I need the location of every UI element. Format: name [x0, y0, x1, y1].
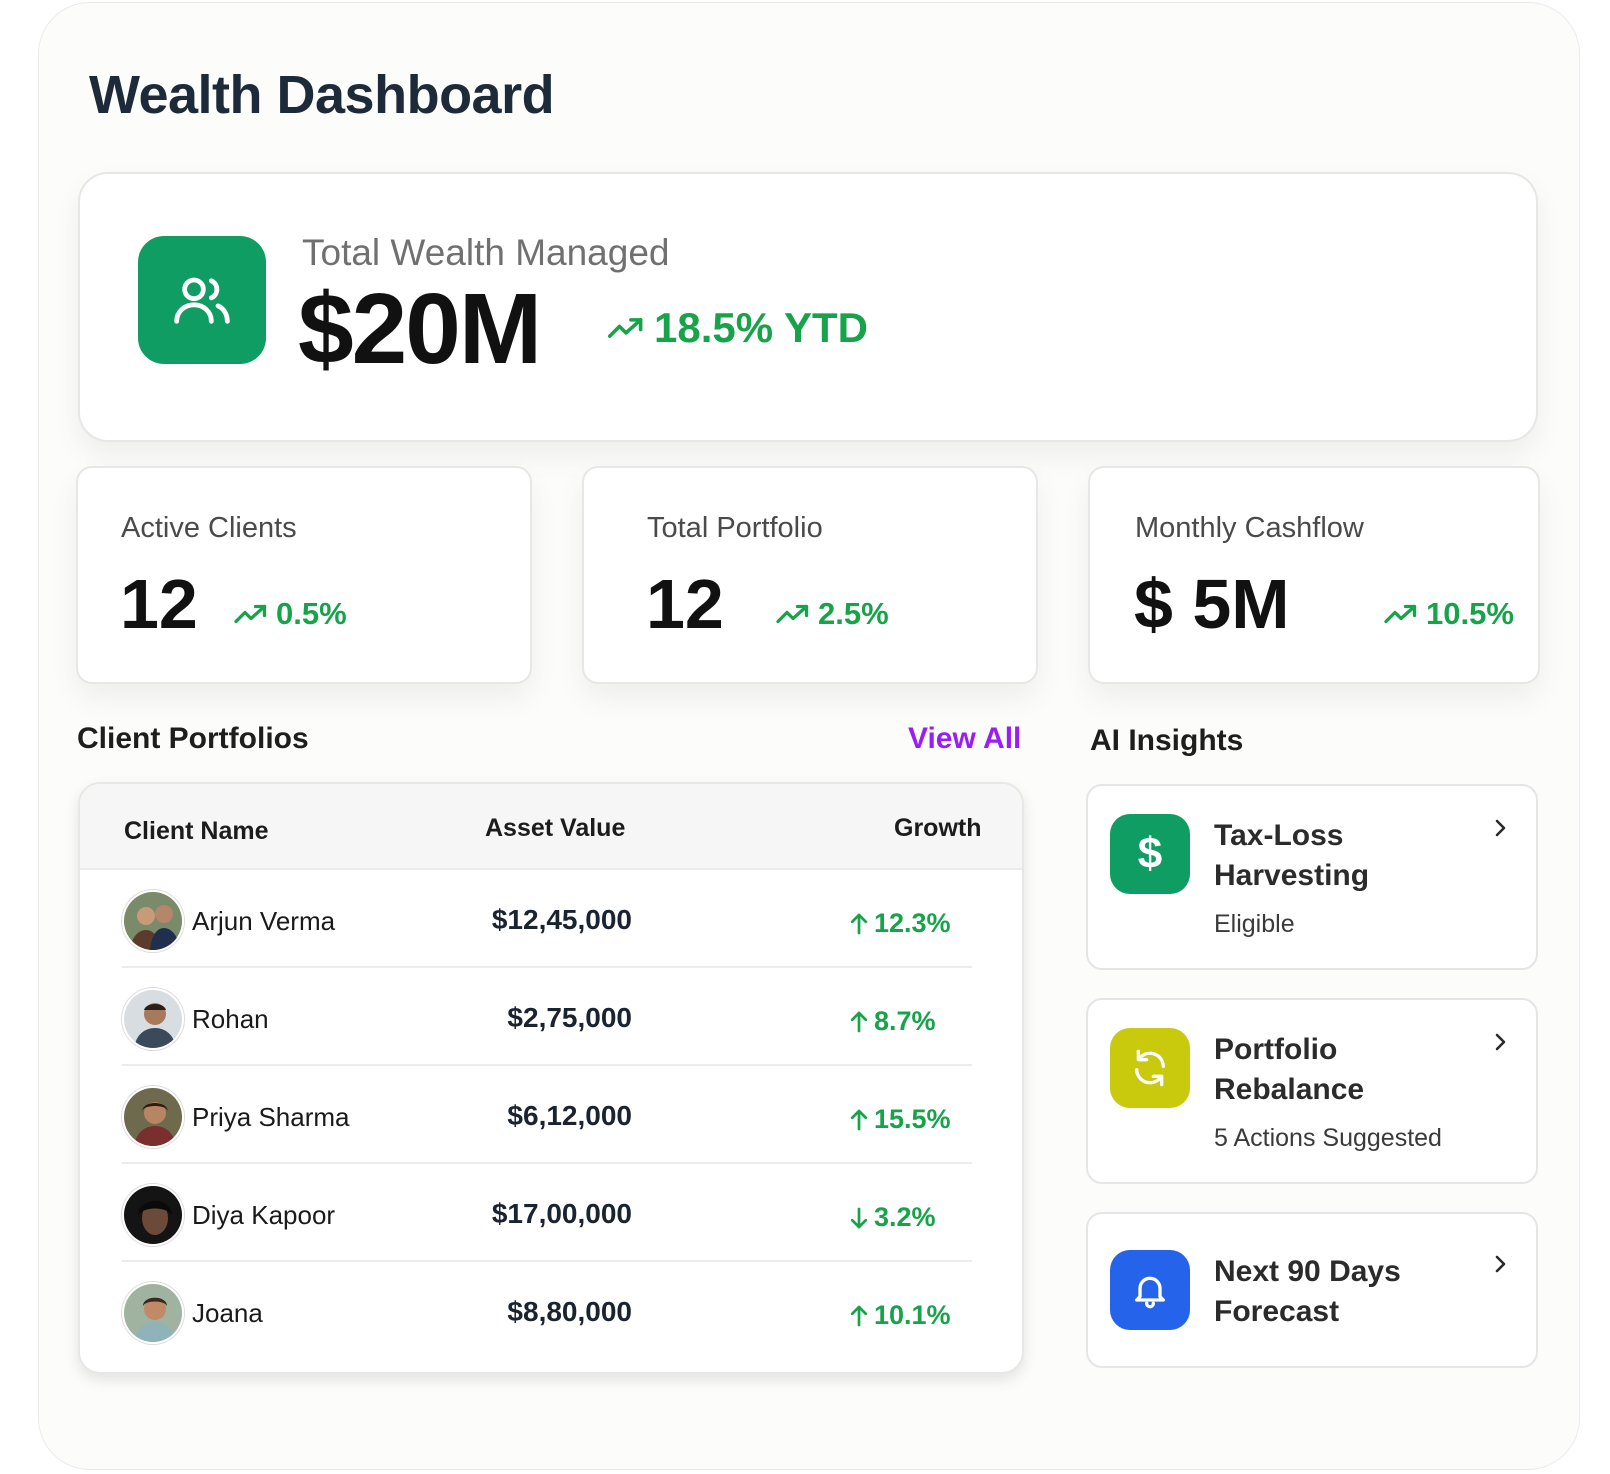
page-title: Wealth Dashboard: [89, 65, 555, 125]
total-wealth-value: $20M: [298, 273, 542, 385]
stat-change-text: 0.5%: [276, 596, 347, 631]
avatar: [122, 988, 184, 1050]
arrow-up-icon: [850, 913, 868, 934]
chevron-right-icon[interactable]: [1488, 1252, 1512, 1276]
view-all-link[interactable]: View All: [908, 722, 1022, 755]
insight-title: Next 90 Days Forecast: [1214, 1252, 1401, 1332]
insight-title-line: Forecast: [1214, 1295, 1340, 1328]
avatar: [122, 1184, 184, 1246]
asset-value: $8,80,000: [507, 1296, 632, 1327]
total-wealth-card: Total Wealth Managed $20M 18.5% YTD: [78, 172, 1538, 442]
stat-card-monthly-cashflow: Monthly Cashflow $ 5M 10.5%: [1088, 466, 1540, 684]
stat-label: Monthly Cashflow: [1135, 512, 1364, 544]
growth-text: 15.5%: [874, 1104, 951, 1134]
column-header-client-name[interactable]: Client Name: [124, 817, 269, 845]
avatar: [122, 890, 184, 952]
stat-card-active-clients: Active Clients 12 0.5%: [76, 466, 532, 684]
growth-value: 10.1%: [850, 1300, 951, 1331]
total-wealth-change: 18.5% YTD: [606, 304, 868, 352]
growth-text: 10.1%: [874, 1300, 951, 1330]
table-row[interactable]: Joana $8,80,000 10.1%: [122, 1262, 972, 1360]
arrow-up-icon: [850, 1109, 868, 1130]
insight-card-rebalance[interactable]: Portfolio Rebalance 5 Actions Suggested: [1086, 998, 1538, 1184]
insight-title-line: Rebalance: [1214, 1073, 1365, 1106]
growth-value: 15.5%: [850, 1104, 951, 1135]
asset-value: $17,00,000: [491, 1198, 632, 1229]
avatar: [122, 1282, 184, 1344]
arrow-up-icon: [850, 1305, 868, 1326]
chevron-right-icon[interactable]: [1488, 1030, 1512, 1054]
client-portfolios-heading: Client Portfolios: [77, 722, 309, 755]
ai-insights-heading: AI Insights: [1090, 724, 1244, 757]
trend-up-icon: [776, 604, 809, 624]
refresh-icon: [1110, 1028, 1190, 1108]
stat-card-total-portfolio: Total Portfolio 12 2.5%: [582, 466, 1038, 684]
table-row[interactable]: Diya Kapoor $17,00,000 3.2%: [122, 1164, 972, 1262]
asset-value: $2,75,000: [507, 1002, 632, 1033]
growth-text: 8.7%: [874, 1006, 936, 1036]
trend-up-icon: [607, 318, 643, 338]
total-wealth-change-text: 18.5% YTD: [654, 304, 868, 351]
bell-icon: [1110, 1250, 1190, 1330]
table-row[interactable]: Rohan $2,75,000 8.7%: [122, 968, 972, 1066]
growth-value: 12.3%: [850, 908, 951, 939]
arrow-down-icon: [850, 1207, 868, 1228]
growth-value: 3.2%: [850, 1202, 936, 1233]
client-name: Arjun Verma: [192, 906, 336, 936]
insight-title-line: Tax-Loss: [1214, 819, 1344, 852]
column-header-growth[interactable]: Growth: [894, 814, 982, 842]
stat-change: 10.5%: [1382, 596, 1514, 632]
client-name: Joana: [192, 1298, 263, 1328]
stat-value: 12: [646, 565, 724, 643]
growth-text: 3.2%: [874, 1202, 936, 1232]
stat-change: 2.5%: [774, 596, 889, 632]
client-name: Priya Sharma: [192, 1102, 350, 1132]
avatar: [122, 1086, 184, 1148]
insight-title-line: Harvesting: [1214, 859, 1370, 892]
insight-subtitle: Eligible: [1214, 910, 1295, 938]
insight-card-tax-loss[interactable]: $ Tax-Loss Harvesting Eligible: [1086, 784, 1538, 970]
arrow-up-icon: [850, 1011, 868, 1032]
column-header-asset-value[interactable]: Asset Value: [485, 814, 626, 842]
insight-card-forecast[interactable]: Next 90 Days Forecast: [1086, 1212, 1538, 1368]
trend-up-icon: [234, 604, 267, 624]
insight-title-line: Next 90 Days: [1214, 1255, 1401, 1288]
svg-text:$: $: [1138, 830, 1162, 878]
chevron-right-icon[interactable]: [1488, 816, 1512, 840]
table-header: Client Name Asset Value Growth: [80, 784, 1022, 870]
table-row[interactable]: Priya Sharma $6,12,000 15.5%: [122, 1066, 972, 1164]
insight-title-line: Portfolio: [1214, 1033, 1338, 1066]
insight-title: Portfolio Rebalance: [1214, 1030, 1364, 1110]
asset-value: $12,45,000: [491, 904, 632, 935]
total-wealth-label: Total Wealth Managed: [302, 232, 670, 273]
stat-change-text: 2.5%: [818, 596, 889, 631]
users-icon: [138, 236, 266, 364]
insight-subtitle: 5 Actions Suggested: [1214, 1124, 1442, 1152]
client-portfolios-table: Client Name Asset Value Growth Arjun Ver…: [78, 782, 1024, 1374]
stat-value: $ 5M: [1134, 565, 1290, 643]
stat-value: 12: [120, 565, 198, 643]
dollar-icon: $: [1110, 814, 1190, 894]
stat-change: 0.5%: [232, 596, 347, 632]
growth-value: 8.7%: [850, 1006, 936, 1037]
asset-value: $6,12,000: [507, 1100, 632, 1131]
client-name: Diya Kapoor: [192, 1200, 336, 1230]
trend-up-icon: [1384, 604, 1417, 624]
table-row[interactable]: Arjun Verma $12,45,000 12.3%: [122, 870, 972, 968]
stat-change-text: 10.5%: [1426, 596, 1514, 631]
insight-title: Tax-Loss Harvesting: [1214, 816, 1369, 896]
client-name: Rohan: [192, 1004, 269, 1034]
stat-label: Active Clients: [121, 512, 297, 544]
growth-text: 12.3%: [874, 908, 951, 938]
stat-label: Total Portfolio: [647, 512, 823, 544]
